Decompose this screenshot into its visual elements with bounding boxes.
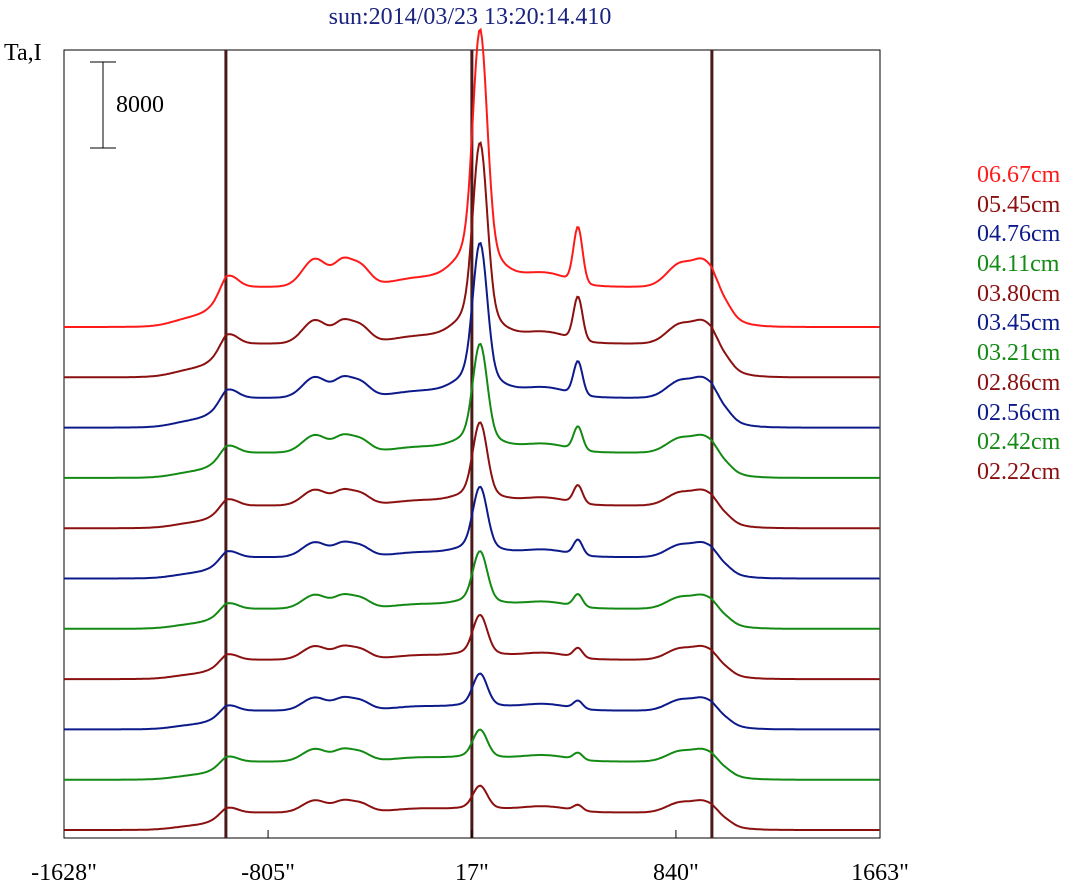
series-line-03.80cm xyxy=(64,421,880,530)
x-tick-label: 17" xyxy=(455,860,489,885)
series-line-03.45cm xyxy=(64,485,880,580)
series-line-04.76cm xyxy=(64,241,880,429)
series-line-05.45cm xyxy=(64,141,880,379)
legend-item: 03.45cm xyxy=(977,310,1061,337)
legend-item: 04.76cm xyxy=(977,221,1061,248)
series-line-02.42cm xyxy=(64,728,880,781)
y-axis-label: Ta,I xyxy=(4,40,42,66)
legend-item: 04.11cm xyxy=(977,251,1060,278)
legend-item: 02.86cm xyxy=(977,369,1061,396)
legend-item: 03.80cm xyxy=(977,280,1061,307)
legend-item: 05.45cm xyxy=(977,191,1061,218)
legend-item: 02.56cm xyxy=(977,399,1061,426)
x-tick-label: -1628" xyxy=(31,860,97,885)
legend-item: 03.21cm xyxy=(977,340,1061,367)
series-line-02.22cm xyxy=(64,784,880,831)
x-tick-label: 1663" xyxy=(851,860,909,885)
legend: 06.67cm 05.45cm 04.76cm 04.11cm 03.80cm 03.45… xyxy=(977,160,1060,487)
chart-title: sun:2014/03/23 13:20:14.410 xyxy=(328,4,612,30)
x-tick-label: -805" xyxy=(241,860,295,885)
series-line-02.86cm xyxy=(64,613,880,681)
series-line-03.21cm xyxy=(64,550,880,630)
series-line-02.56cm xyxy=(64,672,880,731)
series-line-04.11cm xyxy=(64,342,880,479)
scale-bar-label: 8000 xyxy=(116,92,164,118)
series-line-06.67cm xyxy=(64,27,880,328)
legend-item: 02.22cm xyxy=(977,458,1061,485)
legend-item: 02.42cm xyxy=(977,429,1061,456)
legend-item: 06.67cm xyxy=(977,162,1061,188)
x-tick-label: 840" xyxy=(653,860,699,885)
